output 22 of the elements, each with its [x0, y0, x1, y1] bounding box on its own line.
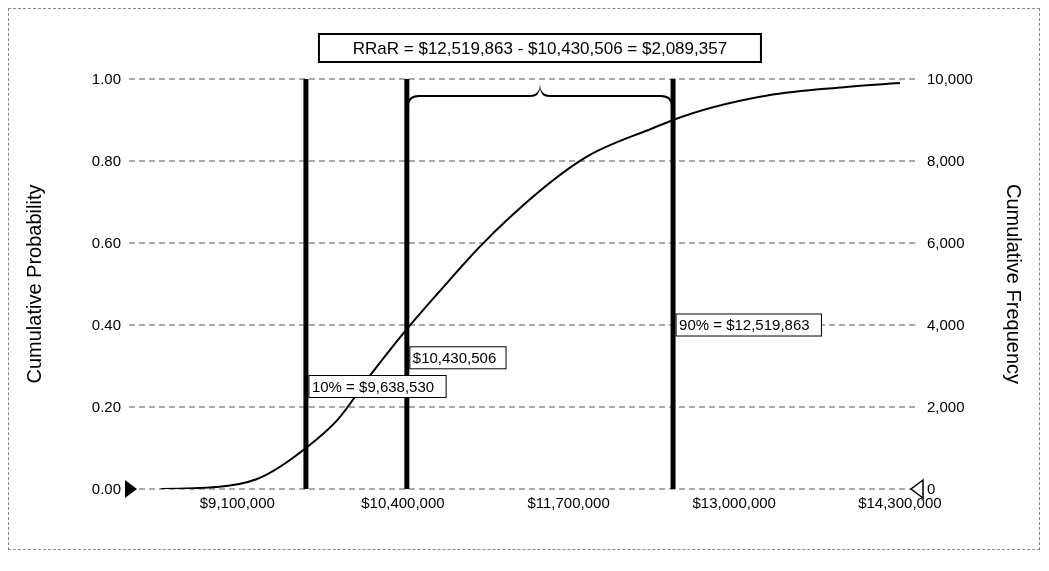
- x-tick-label: $11,700,000: [527, 493, 610, 511]
- x-tick-label: $13,000,000: [692, 493, 776, 511]
- y2-tick-label: 6,000: [927, 234, 965, 252]
- y-axis-title: Cumulative Probability: [23, 184, 46, 384]
- y-tick-label: 0.00: [91, 480, 121, 498]
- x-tick-label: $10,400,000: [361, 493, 445, 511]
- y2-tick-label: 10,000: [927, 70, 973, 88]
- text: RRaR = $12,519,863 - $10,430,506 = $2,089,357: [352, 39, 728, 58]
- ref-line-label: 10% = $9,638,530: [311, 377, 435, 395]
- y2-tick-label: 2,000: [927, 398, 965, 416]
- line-series: [159, 82, 901, 489]
- y-tick-label: 0.80: [91, 152, 121, 170]
- y2-axis-title: Cumulative Frequency: [1002, 183, 1025, 385]
- y2-tick-label: 8,000: [927, 152, 965, 170]
- y-tick-label: 0.60: [91, 234, 121, 252]
- y2-tick-label: 4,000: [927, 316, 965, 334]
- x-tick-label: $9,100,000: [199, 493, 275, 511]
- y-tick-label: 0.40: [91, 316, 121, 334]
- y-tick-label: 1.00: [91, 70, 121, 88]
- ref-line-label: $10,430,506: [412, 348, 497, 366]
- y-tick-label: 0.20: [91, 398, 121, 416]
- ref-line-label: 90% = $12,519,863: [679, 316, 810, 333]
